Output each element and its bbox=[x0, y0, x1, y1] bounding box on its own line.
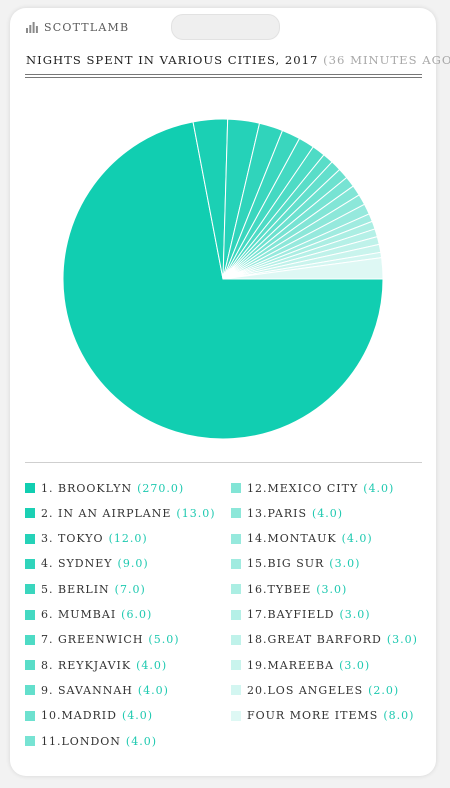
legend-value: (12.0) bbox=[108, 532, 148, 546]
legend-label: 3. TOKYO bbox=[41, 532, 104, 546]
legend-label: 8. REYKJAVIK bbox=[41, 658, 132, 672]
legend-value: (3.0) bbox=[329, 557, 361, 571]
legend-item[interactable]: 15.BIG SUR (3.0) bbox=[231, 556, 360, 572]
legend-value: (8.0) bbox=[383, 709, 415, 723]
legend-item[interactable]: 12.MEXICO CITY (4.0) bbox=[231, 480, 394, 496]
legend-swatch bbox=[25, 533, 35, 544]
legend-value: (4.0) bbox=[136, 658, 168, 672]
legend-item[interactable]: 5. BERLIN (7.0) bbox=[25, 581, 146, 597]
legend-swatch bbox=[25, 584, 35, 595]
legend-value: (4.0) bbox=[137, 683, 169, 697]
legend-value: (9.0) bbox=[117, 557, 149, 571]
legend-label: 14.MONTAUK bbox=[247, 532, 337, 546]
brand-name[interactable]: SCOTTLAMB bbox=[44, 21, 130, 34]
legend-value: (4.0) bbox=[341, 532, 373, 546]
legend-label: 7. GREENWICH bbox=[41, 633, 144, 647]
legend-swatch bbox=[231, 685, 241, 696]
legend-item[interactable]: 17.BAYFIELD (3.0) bbox=[231, 607, 371, 623]
pie-slice[interactable] bbox=[63, 121, 383, 439]
legend-item[interactable]: 1. BROOKLYN (270.0) bbox=[25, 480, 184, 496]
legend-swatch bbox=[231, 558, 241, 569]
legend-value: (7.0) bbox=[114, 582, 146, 596]
drag-handle-tab[interactable] bbox=[171, 14, 280, 40]
title-rule-top bbox=[25, 74, 422, 75]
legend-item[interactable]: 11.LONDON (4.0) bbox=[25, 733, 157, 749]
legend-label: 5. BERLIN bbox=[41, 582, 110, 596]
legend-swatch bbox=[25, 660, 35, 671]
legend-item[interactable]: 3. TOKYO (12.0) bbox=[25, 531, 148, 547]
legend-label: 9. SAVANNAH bbox=[41, 683, 133, 697]
legend-item[interactable]: 10.MADRID (4.0) bbox=[25, 708, 153, 724]
legend-label: 10.MADRID bbox=[41, 709, 117, 723]
brand[interactable]: SCOTTLAMB bbox=[26, 21, 129, 34]
legend-swatch bbox=[231, 584, 241, 595]
legend-item[interactable]: 14.MONTAUK (4.0) bbox=[231, 531, 373, 547]
title-rule-bottom bbox=[25, 77, 422, 78]
pie-chart bbox=[63, 119, 383, 439]
legend-swatch bbox=[25, 685, 35, 696]
legend-label: 6. MUMBAI bbox=[41, 608, 117, 621]
legend-label: 13.PARIS bbox=[247, 506, 307, 520]
legend-label: 17.BAYFIELD bbox=[247, 608, 335, 621]
legend-item[interactable]: FOUR MORE ITEMS (8.0) bbox=[231, 708, 414, 724]
legend-item[interactable]: 19.MAREEBA (3.0) bbox=[231, 657, 370, 673]
legend-swatch bbox=[25, 736, 35, 746]
legend-swatch bbox=[231, 483, 241, 493]
legend-item[interactable]: 2. IN AN AIRPLANE (13.0) bbox=[25, 505, 215, 521]
legend-value: (3.0) bbox=[339, 658, 371, 672]
legend-label: 1. BROOKLYN bbox=[41, 481, 133, 495]
legend-swatch bbox=[25, 634, 35, 645]
legend-swatch bbox=[231, 660, 241, 671]
legend-swatch bbox=[231, 508, 241, 519]
legend-value: (2.0) bbox=[368, 683, 400, 697]
legend-item[interactable]: 8. REYKJAVIK (4.0) bbox=[25, 657, 167, 673]
legend-label: 16.TYBEE bbox=[247, 582, 312, 596]
legend-label: 11.LONDON bbox=[41, 734, 121, 748]
legend-swatch bbox=[231, 634, 241, 645]
legend-value: (13.0) bbox=[176, 506, 216, 520]
legend-item[interactable]: 6. MUMBAI (6.0) bbox=[25, 607, 152, 623]
legend-swatch bbox=[25, 483, 35, 493]
legend-label: 18.GREAT BARFORD bbox=[247, 633, 382, 647]
legend-value: (6.0) bbox=[121, 608, 153, 621]
legend-item[interactable]: 4. SYDNEY (9.0) bbox=[25, 556, 149, 572]
legend-swatch bbox=[231, 609, 241, 620]
legend-swatch bbox=[25, 558, 35, 569]
legend-value: (4.0) bbox=[125, 734, 157, 748]
legend-swatch bbox=[25, 508, 35, 519]
legend-label: 4. SYDNEY bbox=[41, 557, 113, 571]
bar-chart-icon bbox=[26, 22, 38, 33]
legend-label: 15.BIG SUR bbox=[247, 557, 325, 571]
legend-item[interactable]: 13.PARIS (4.0) bbox=[231, 505, 343, 521]
legend-value: (4.0) bbox=[312, 506, 344, 520]
legend-item[interactable]: 7. GREENWICH (5.0) bbox=[25, 632, 179, 648]
legend-label: 19.MAREEBA bbox=[247, 658, 335, 672]
legend-swatch bbox=[231, 710, 241, 721]
legend-item[interactable]: 20.LOS ANGELES (2.0) bbox=[231, 682, 399, 698]
legend-item[interactable]: 9. SAVANNAH (4.0) bbox=[25, 682, 169, 698]
legend-value: (4.0) bbox=[121, 709, 154, 723]
legend-value: (4.0) bbox=[363, 481, 395, 495]
legend-divider bbox=[25, 462, 422, 463]
legend-label: FOUR MORE ITEMS bbox=[247, 709, 379, 723]
chart-title: NIGHTS SPENT IN VARIOUS CITIES, 2017 (36… bbox=[26, 53, 450, 67]
chart-title-text: NIGHTS SPENT IN VARIOUS CITIES, 2017 bbox=[26, 53, 319, 67]
legend-swatch bbox=[231, 533, 241, 544]
legend-swatch bbox=[25, 609, 35, 620]
legend-label: 20.LOS ANGELES bbox=[247, 683, 364, 697]
updated-ago: (36 MINUTES AGO) bbox=[323, 53, 450, 67]
legend-value: (5.0) bbox=[148, 633, 180, 647]
legend-item[interactable]: 16.TYBEE (3.0) bbox=[231, 581, 347, 597]
legend-swatch bbox=[25, 710, 35, 721]
legend-label: 12.MEXICO CITY bbox=[247, 481, 359, 495]
legend-label: 2. IN AN AIRPLANE bbox=[41, 506, 172, 520]
legend-value: (270.0) bbox=[137, 481, 185, 495]
legend-value: (3.0) bbox=[386, 633, 418, 647]
legend-item[interactable]: 18.GREAT BARFORD (3.0) bbox=[231, 632, 418, 648]
legend-value: (3.0) bbox=[339, 608, 371, 621]
legend-value: (3.0) bbox=[316, 582, 348, 596]
